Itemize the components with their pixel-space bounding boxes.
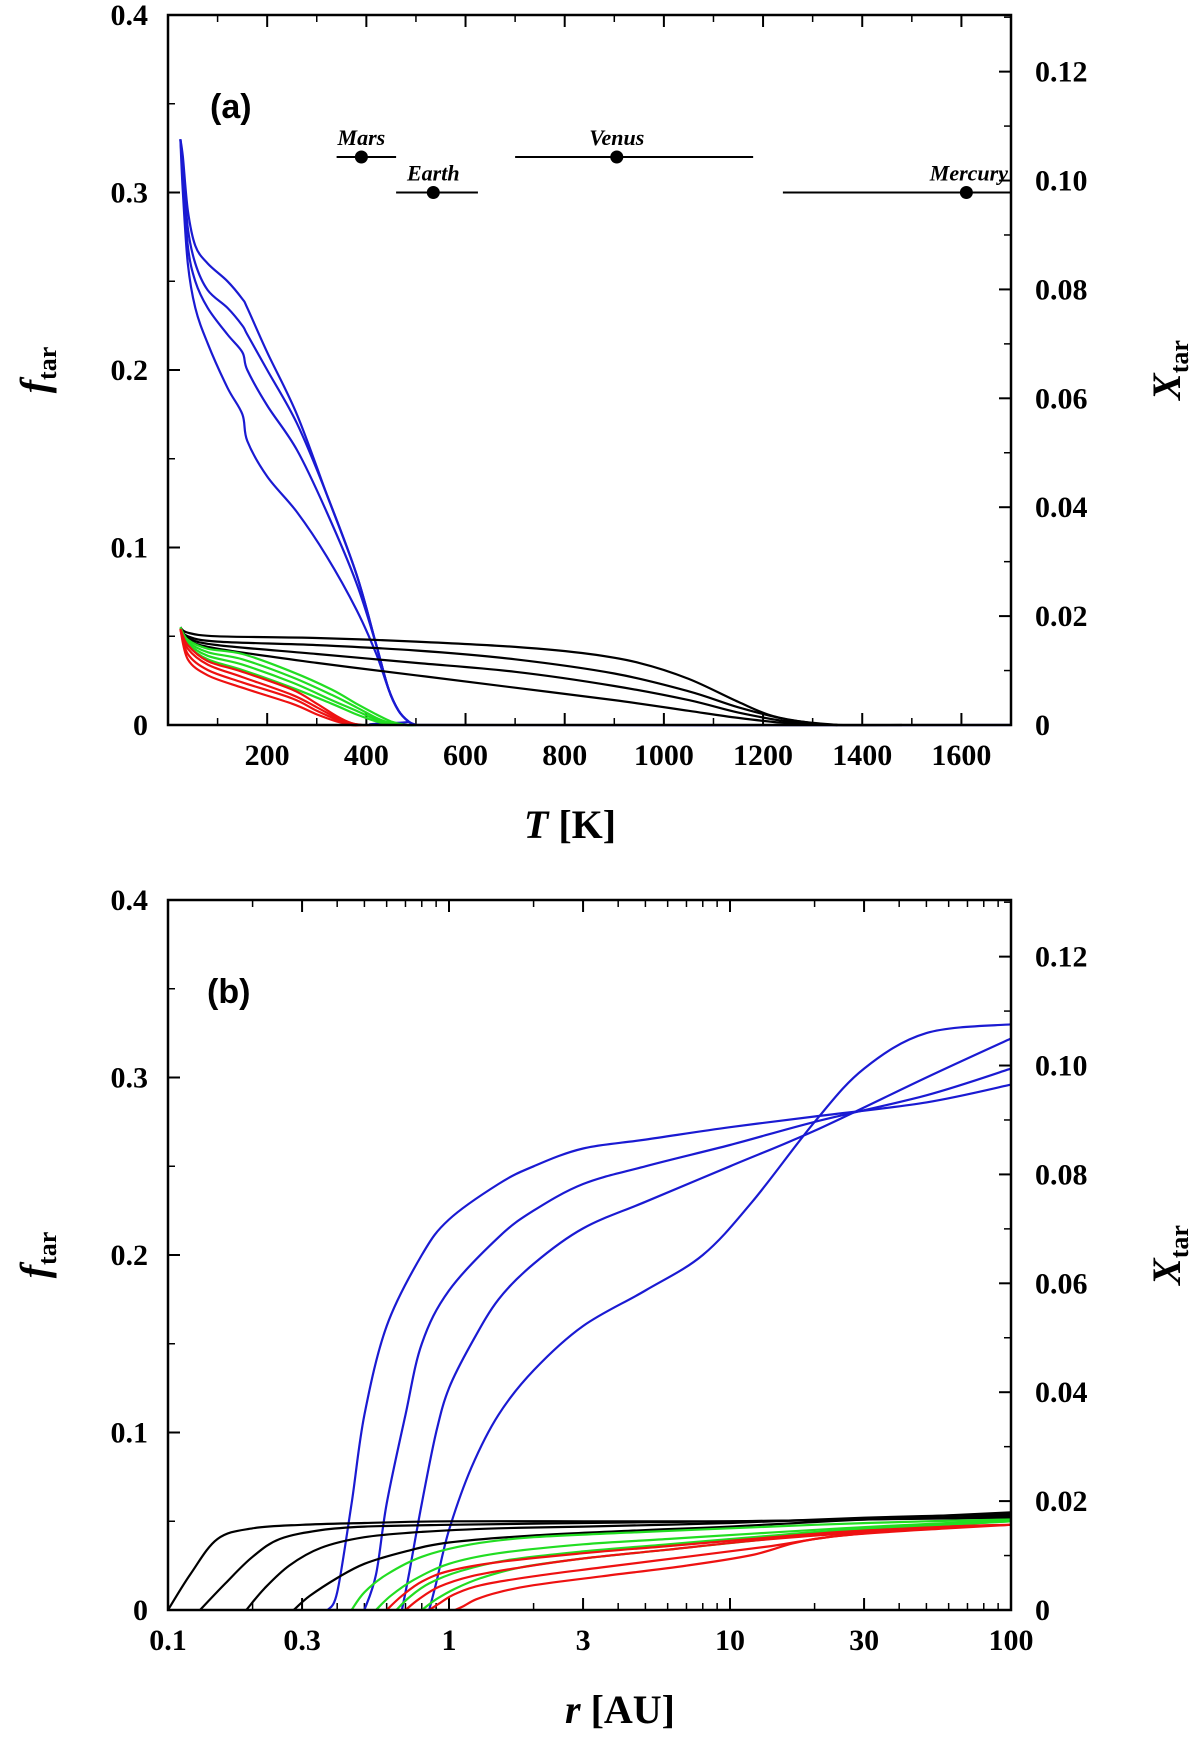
panel-b-y2label-sub: tar: [1165, 1225, 1194, 1258]
x-tick-label: 600: [443, 739, 488, 772]
x-tick-label: 1: [442, 1624, 457, 1657]
panel-a-ylabel-sub: tar: [33, 347, 62, 380]
x-tick-label: 0.1: [149, 1624, 187, 1657]
y2-tick-label: 0.04: [1035, 1376, 1088, 1409]
x-tick-label: 200: [245, 739, 290, 772]
series-black-3: [245, 1513, 1012, 1611]
y-tick-label: 0.4: [111, 884, 149, 917]
panel-a-ylabel-var: f: [12, 376, 57, 393]
series-green-3: [179, 626, 402, 727]
y2-tick-label: 0.02: [1035, 1485, 1088, 1518]
panel-b-tick-labels: 0.1 0.3 1 3 10 30 10000.10.20.30.400.020.040.0…: [111, 884, 1088, 1657]
x-tick-label: 100: [989, 1624, 1034, 1657]
panel-b-y2label-var: X: [1144, 1257, 1189, 1287]
panel-b-ylabel-sub: tar: [33, 1232, 62, 1265]
x-tick-label: 10: [715, 1624, 745, 1657]
panel-b-xlabel-unit: [AU]: [591, 1687, 675, 1732]
planet-label-mars: Mars: [337, 125, 386, 150]
series-red-1: [385, 1523, 1012, 1611]
x-tick-label: 1600: [931, 739, 991, 772]
planet-marker-mars: [354, 150, 368, 164]
panel-b-label: (b): [207, 973, 250, 1011]
planet-marker-venus: [610, 150, 624, 164]
y2-tick-label: 0.06: [1035, 382, 1088, 415]
y-tick-label: 0.1: [111, 1417, 149, 1450]
y-tick-label: 0.4: [111, 0, 149, 32]
panel-b-y2label: Xtar: [1144, 1225, 1194, 1287]
panel-b-ticks: [167, 899, 1012, 1611]
y-tick-label: 0: [133, 709, 148, 742]
panel-a-label: (a): [210, 88, 252, 126]
panel-a-planets: Mars Earth Venus Mercury: [337, 125, 1011, 199]
y2-tick-label: 0.08: [1035, 1158, 1088, 1191]
planet-label-mercury: Mercury: [929, 161, 1008, 186]
planet-marker-mercury: [959, 186, 973, 199]
panel-a-ticks: [168, 14, 1012, 726]
panel-a-ylabel: ftar: [12, 347, 62, 394]
series-red-4: [454, 1523, 1012, 1612]
x-tick-label: 400: [344, 739, 389, 772]
series-black-3: [179, 626, 838, 727]
panel-b: (b) 0.1 0.3 1 3 10 30 10000.10.20.30.400.020.0…: [12, 884, 1194, 1732]
series-green-2: [375, 1520, 1012, 1611]
panel-a-xlabel-var: T: [524, 802, 550, 847]
y-tick-label: 0.3: [111, 177, 149, 210]
series-black-4: [292, 1511, 1012, 1611]
series-black-2: [179, 626, 838, 727]
x-tick-label: 1000: [634, 739, 694, 772]
y-tick-label: 0.2: [111, 1239, 149, 1272]
series-green-4: [421, 1520, 1012, 1611]
planet-label-venus: Venus: [589, 125, 644, 150]
series-green-3: [395, 1520, 1012, 1611]
panel-a-tick-labels: 200 400 600 800 1000 1200 1400 1600 0 0.1 0.2 0.3 0.…: [111, 0, 1088, 772]
series-blue-4: [179, 139, 417, 727]
panel-b-ylabel-var: f: [12, 1261, 57, 1278]
y-tick-label: 0.1: [111, 532, 149, 565]
y2-tick-label: 0.02: [1035, 600, 1088, 633]
panel-a-series: [179, 139, 1012, 727]
series-red-2: [179, 628, 362, 727]
x-tick-label: 30: [849, 1624, 879, 1657]
y2-tick-label: 0.04: [1035, 491, 1088, 524]
y2-tick-label: 0.12: [1035, 56, 1088, 89]
x-tick-label: 3: [576, 1624, 591, 1657]
panel-b-xlabel-var: r: [565, 1687, 581, 1732]
series-black-4: [179, 626, 838, 727]
series-red-4: [179, 628, 352, 727]
x-tick-label: 1200: [733, 739, 793, 772]
y2-tick-label: 0.10: [1035, 165, 1088, 198]
panel-b-xlabel: r [AU]: [565, 1687, 675, 1732]
series-blue-1: [326, 1083, 1012, 1611]
y2-tick-label: 0.10: [1035, 1050, 1088, 1083]
y2-tick-label: 0: [1035, 709, 1050, 742]
panel-a-y2label-var: X: [1144, 372, 1189, 402]
y2-tick-label: 0.06: [1035, 1267, 1088, 1300]
panel-a-y2label: Xtar: [1144, 340, 1194, 402]
y-tick-label: 0.3: [111, 1062, 149, 1095]
y2-tick-label: 0: [1035, 1594, 1050, 1627]
panel-b-ylabel: ftar: [12, 1232, 62, 1279]
planet-marker-earth: [426, 186, 440, 199]
panel-a-xlabel-unit: [K]: [558, 802, 616, 847]
series-blue-4: [428, 1023, 1012, 1611]
y-tick-label: 0: [133, 1594, 148, 1627]
x-tick-label: 1400: [832, 739, 892, 772]
planet-label-earth: Earth: [406, 161, 460, 186]
y2-tick-label: 0.12: [1035, 941, 1088, 974]
y-tick-label: 0.2: [111, 354, 149, 387]
panel-a-frame: [166, 13, 1013, 727]
panel-a-y2label-sub: tar: [1165, 340, 1194, 373]
panel-b-frame: [166, 898, 1013, 1612]
series-green-1: [179, 626, 416, 727]
x-tick-label: 800: [542, 739, 587, 772]
panel-a: Mars Earth Venus Mercury (a) 200 400 600 800 10…: [12, 0, 1194, 847]
panel-b-series: [167, 1023, 1012, 1612]
panel-a-xlabel: T [K]: [524, 802, 616, 847]
series-green-1: [350, 1518, 1012, 1611]
series-blue-3: [400, 1037, 1012, 1611]
x-tick-label: 0.3: [283, 1624, 321, 1657]
y2-tick-label: 0.08: [1035, 273, 1088, 306]
